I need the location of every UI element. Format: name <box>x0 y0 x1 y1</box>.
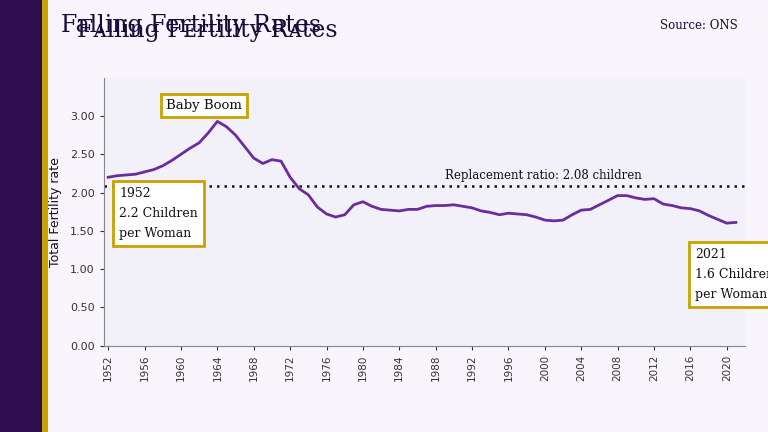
Text: 2021
1.6 Children
per Woman: 2021 1.6 Children per Woman <box>695 248 768 301</box>
Text: Falling Fertility Rates: Falling Fertility Rates <box>61 14 322 38</box>
Text: Replacement ratio: 2.08 children: Replacement ratio: 2.08 children <box>445 169 641 182</box>
Y-axis label: Total Fertility rate: Total Fertility rate <box>48 157 61 267</box>
Text: Source: ONS: Source: ONS <box>660 19 737 32</box>
Text: Baby Boom: Baby Boom <box>166 99 242 112</box>
Text: 1952
2.2 Children
per Woman: 1952 2.2 Children per Woman <box>119 187 198 240</box>
Text: Fᴀlling Fᴇrtility Rᴀtes: Fᴀlling Fᴇrtility Rᴀtes <box>77 19 337 42</box>
